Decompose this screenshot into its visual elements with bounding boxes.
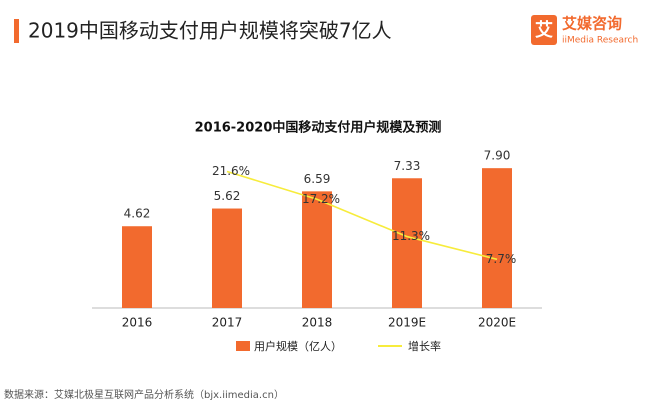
logo-text: 艾媒咨询	[562, 15, 622, 33]
source: 数据来源：艾媒北极星互联网产品分析系统（bjx.iimedia.cn）	[4, 388, 284, 401]
x-tick-label: 2016	[122, 316, 153, 330]
bar	[302, 191, 332, 308]
bar	[122, 226, 152, 308]
bar-value-label: 6.59	[304, 172, 331, 186]
x-tick-label: 2020E	[478, 316, 516, 330]
page-title: 2019中国移动支付用户规模将突破7亿人	[28, 19, 392, 43]
bar	[212, 208, 242, 308]
x-tick-label: 2018	[302, 316, 333, 330]
legend-label: 增长率	[408, 339, 441, 353]
bar	[482, 168, 512, 308]
logo-icon: 艾	[535, 19, 553, 41]
legend-label: 用户规模（亿人）	[254, 339, 342, 353]
chart-title: 2016-2020中国移动支付用户规模及预测	[195, 120, 442, 136]
line-value-label: 17.2%	[302, 192, 340, 206]
x-tick-label: 2019E	[388, 316, 426, 330]
line-value-label: 7.7%	[486, 252, 517, 266]
line-value-label: 21.6%	[212, 164, 250, 178]
bar	[392, 178, 422, 308]
logo-sub: iiMedia Research	[562, 36, 638, 46]
line	[226, 170, 498, 261]
bar-value-label: 4.62	[124, 207, 151, 221]
x-tick-label: 2017	[212, 316, 243, 330]
bar-value-label: 7.90	[484, 149, 511, 163]
line-value-label: 11.3%	[392, 229, 430, 243]
title-accent	[14, 19, 19, 43]
bar-value-label: 7.33	[394, 159, 421, 173]
legend-swatch	[236, 341, 250, 351]
bar-value-label: 5.62	[214, 189, 241, 203]
logo-icon-bg	[531, 15, 557, 45]
